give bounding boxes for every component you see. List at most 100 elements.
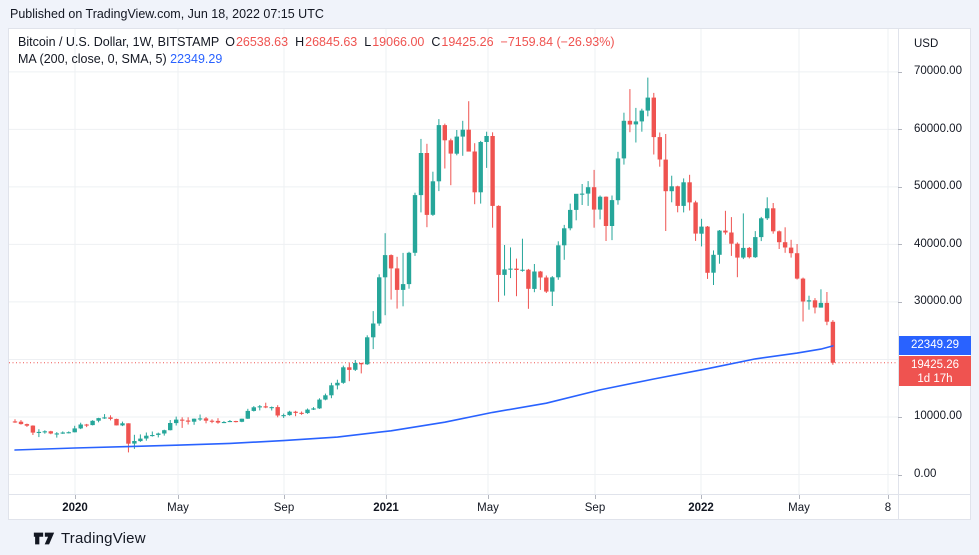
candle-body <box>185 420 191 422</box>
price-axis-label: 40000.00 <box>914 237 962 250</box>
candle-body <box>412 195 418 253</box>
candle-body <box>227 421 233 423</box>
candle-body <box>275 407 280 416</box>
candle-body <box>203 418 209 421</box>
candle-body <box>341 367 346 383</box>
candle-body <box>490 136 495 206</box>
last-price-value: 19425.26 <box>911 358 959 371</box>
candle-body <box>78 424 83 429</box>
candle-body <box>174 419 179 424</box>
candle-body <box>120 423 125 426</box>
candle-body <box>574 193 579 210</box>
time-axis-label: 8 <box>884 502 892 514</box>
candle-body <box>532 271 537 289</box>
candle-body <box>568 209 573 229</box>
candle-body <box>365 337 370 365</box>
candle-body <box>269 407 274 409</box>
candle-body <box>645 97 650 111</box>
candle-body <box>12 421 18 423</box>
candle-body <box>800 278 806 302</box>
candle-body <box>502 269 507 275</box>
bar-countdown: 1d 17h <box>917 372 953 385</box>
candle-body <box>651 97 656 138</box>
candle-body <box>329 385 334 396</box>
candle-body <box>305 409 310 414</box>
candle-body <box>681 182 686 206</box>
footer-brand[interactable]: TradingView <box>33 528 146 548</box>
candle-body <box>168 423 173 431</box>
legend-line-1: Bitcoin / U.S. Dollar, 1W, BITSTAMP O2653… <box>18 34 615 51</box>
time-axis-tick <box>488 495 489 499</box>
candle-body <box>824 302 830 322</box>
candle-body <box>287 411 292 416</box>
price-axis-tick <box>898 244 902 246</box>
candle-body <box>794 253 800 279</box>
candle-body <box>394 268 400 290</box>
candle-body <box>741 247 746 258</box>
candle-body <box>60 432 65 434</box>
open-value: 26538.63 <box>235 35 289 49</box>
price-axis-tick <box>898 129 902 131</box>
candle-body <box>615 158 621 201</box>
ma-price-tag: 22349.29 <box>899 336 971 356</box>
candle-body <box>484 136 489 142</box>
candle-body <box>18 421 24 425</box>
candle-body <box>514 268 519 270</box>
ohlc-high: H26845.63 <box>295 35 358 49</box>
candle-body <box>705 226 710 273</box>
time-axis-label: 2020 <box>62 502 88 514</box>
time-axis-label: May <box>477 502 499 514</box>
candle-body <box>520 269 525 271</box>
candle-body <box>771 208 776 232</box>
price-axis-tick <box>898 416 902 418</box>
price-axis: USD 22349.29 19425.26 1d 17h 70000.00 600… <box>898 29 971 494</box>
price-axis-tick <box>898 301 902 303</box>
time-axis-label: Sep <box>273 502 295 514</box>
price-axis-label: 30000.00 <box>914 295 962 308</box>
candle-body <box>263 406 268 408</box>
candle-body <box>496 205 501 275</box>
candle-body <box>812 300 818 308</box>
candle-body <box>478 142 483 193</box>
candle-body <box>436 125 442 182</box>
price-axis-label: 70000.00 <box>914 65 962 78</box>
price-axis-tick <box>898 71 902 73</box>
time-axis-label: 2021 <box>373 502 399 514</box>
candle-body <box>245 410 250 419</box>
candle-body <box>424 153 430 215</box>
chart-panel: Bitcoin / U.S. Dollar, 1W, BITSTAMP O2653… <box>8 28 971 520</box>
ma-indicator-label: MA (200, close, 0, SMA, 5) <box>18 52 167 66</box>
open-letter: O <box>225 35 235 49</box>
candle-body <box>538 271 543 278</box>
candle-body <box>114 418 119 426</box>
price-axis-unit: USD <box>914 38 939 50</box>
candle-body <box>472 151 477 193</box>
candle-body <box>323 395 328 400</box>
candle-body <box>221 422 227 424</box>
candle-body <box>150 435 155 437</box>
time-axis-label: May <box>167 502 189 514</box>
candle-body <box>48 431 53 434</box>
candle-body <box>759 218 764 238</box>
candle-body <box>669 186 674 192</box>
candle-body <box>377 277 382 324</box>
candle-body <box>556 245 561 278</box>
time-axis-tick <box>888 495 889 499</box>
time-axis-label: May <box>788 502 810 514</box>
close-value: 19425.26 <box>441 35 494 49</box>
candle-body <box>317 399 322 409</box>
close-letter: C <box>431 35 441 49</box>
candle-body <box>406 252 412 285</box>
candle-body <box>657 137 662 160</box>
candle-body <box>597 196 603 210</box>
brand-text: TradingView <box>61 529 146 547</box>
candle-body <box>591 187 597 210</box>
candle-body <box>699 226 704 234</box>
candle-body <box>84 424 89 426</box>
candle-body <box>108 417 113 419</box>
candle-body <box>466 129 471 152</box>
candle-body <box>430 181 436 215</box>
candle-body <box>788 247 794 254</box>
symbol-title: Bitcoin / U.S. Dollar, 1W, BITSTAMP <box>18 35 220 49</box>
